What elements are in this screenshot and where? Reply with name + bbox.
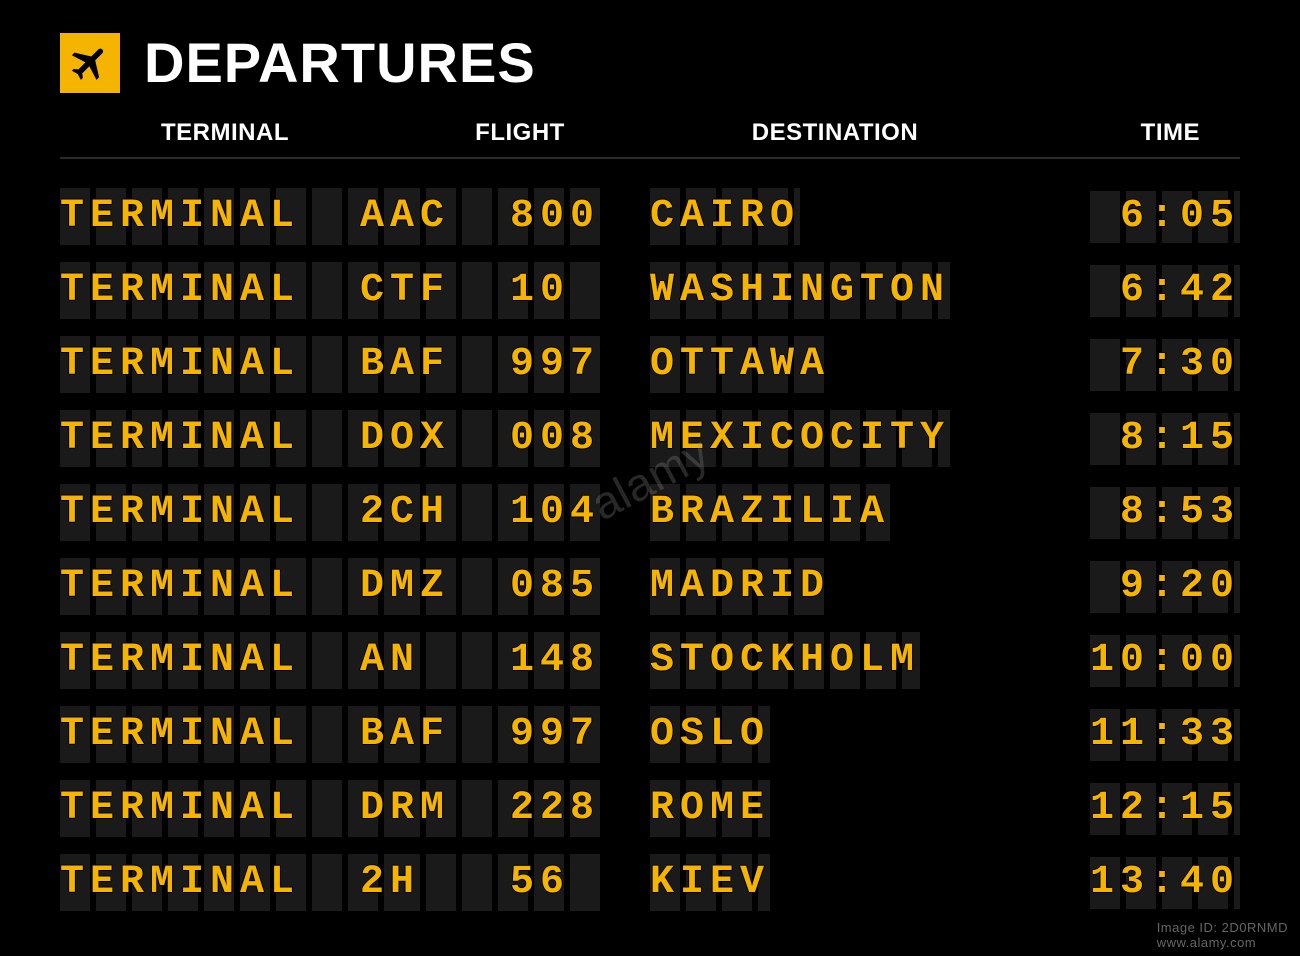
col-header-destination: DESTINATION	[650, 119, 1020, 147]
watermark-id: Image ID: 2D0RNMD	[1157, 920, 1288, 935]
cell-terminal: TERMINAL B	[60, 345, 390, 385]
watermark-url: www.alamy.com	[1157, 935, 1256, 950]
cell-terminal: TERMINAL C	[60, 271, 390, 311]
col-header-flight: FLIGHT	[390, 119, 650, 147]
cell-time-text: 13:40	[1090, 857, 1240, 909]
cell-destination: BRAZILIA	[650, 493, 1020, 533]
cell-time: 11:33	[1020, 709, 1240, 761]
cell-destination-text: OTTAWA	[650, 336, 830, 393]
cell-terminal: TERMINAL D	[60, 567, 390, 607]
cell-destination-text: MADRID	[650, 558, 830, 615]
cell-terminal-text: TERMINAL D	[60, 780, 390, 837]
cell-time-text: 9:20	[1090, 561, 1240, 613]
cell-terminal: TERMINAL A	[60, 641, 390, 681]
cell-terminal-text: TERMINAL D	[60, 410, 390, 467]
cell-flight-text: AF 997	[390, 336, 600, 393]
cell-time: 7:30	[1020, 339, 1240, 391]
cell-flight: H 56	[390, 863, 650, 903]
cell-terminal-text: TERMINAL A	[60, 188, 390, 245]
cell-terminal-text: TERMINAL D	[60, 558, 390, 615]
cell-terminal-text: TERMINAL 2	[60, 484, 390, 541]
cell-flight: AF 997	[390, 345, 650, 385]
cell-destination-text: WASHINGTON	[650, 262, 950, 319]
cell-flight-text: CH 104	[390, 484, 600, 541]
cell-flight-text: RM 228	[390, 780, 600, 837]
cell-flight: N 148	[390, 641, 650, 681]
cell-flight-text: AC 800	[390, 188, 600, 245]
cell-terminal-text: TERMINAL B	[60, 706, 390, 763]
cell-terminal-text: TERMINAL B	[60, 336, 390, 393]
cell-time: 6:42	[1020, 265, 1240, 317]
cell-time-text: 6:42	[1090, 265, 1240, 317]
cell-time-text: 6:05	[1090, 191, 1240, 243]
cell-time: 9:20	[1020, 561, 1240, 613]
cell-flight-text: N 148	[390, 632, 600, 689]
cell-terminal: TERMINAL 2	[60, 863, 390, 903]
cell-destination: MADRID	[650, 567, 1020, 607]
watermark-corner: Image ID: 2D0RNMD www.alamy.com	[1157, 920, 1288, 950]
cell-flight: AF 997	[390, 715, 650, 755]
cell-destination-text: KIEV	[650, 854, 770, 911]
cell-time: 8:53	[1020, 487, 1240, 539]
cell-time: 10:00	[1020, 635, 1240, 687]
cell-destination-text: STOCKHOLM	[650, 632, 920, 689]
cell-time: 13:40	[1020, 857, 1240, 909]
board-header: DEPARTURES	[60, 30, 1240, 95]
cell-destination: KIEV	[650, 863, 1020, 903]
cell-time: 6:05	[1020, 191, 1240, 243]
flight-rows: TERMINAL AAC 800CAIRO 6:05TERMINAL CTF 1…	[60, 183, 1240, 917]
flight-row: TERMINAL AAC 800CAIRO 6:05	[60, 183, 1240, 251]
cell-flight-text: OX 008	[390, 410, 600, 467]
col-header-terminal: TERMINAL	[60, 119, 390, 147]
cell-terminal-text: TERMINAL 2	[60, 854, 390, 911]
board-title: DEPARTURES	[144, 30, 536, 95]
cell-flight: OX 008	[390, 419, 650, 459]
cell-destination: ROME	[650, 789, 1020, 829]
cell-flight: AC 800	[390, 197, 650, 237]
cell-destination-text: CAIRO	[650, 188, 800, 245]
cell-time-text: 12:15	[1090, 783, 1240, 835]
flight-row: TERMINAL DMZ 085MADRID 9:20	[60, 553, 1240, 621]
cell-time: 8:15	[1020, 413, 1240, 465]
cell-time: 12:15	[1020, 783, 1240, 835]
flight-row: TERMINAL BAF 997OSLO11:33	[60, 701, 1240, 769]
cell-destination: OSLO	[650, 715, 1020, 755]
cell-time-text: 10:00	[1090, 635, 1240, 687]
cell-terminal: TERMINAL B	[60, 715, 390, 755]
cell-flight-text: TF 10	[390, 262, 600, 319]
cell-destination-text: BRAZILIA	[650, 484, 890, 541]
col-header-time: TIME	[1020, 119, 1240, 147]
cell-terminal: TERMINAL D	[60, 419, 390, 459]
cell-destination-text: OSLO	[650, 706, 770, 763]
flight-row: TERMINAL BAF 997OTTAWA 7:30	[60, 331, 1240, 399]
cell-destination: CAIRO	[650, 197, 1020, 237]
cell-flight: RM 228	[390, 789, 650, 829]
cell-flight: MZ 085	[390, 567, 650, 607]
cell-terminal-text: TERMINAL C	[60, 262, 390, 319]
cell-flight-text: MZ 085	[390, 558, 600, 615]
cell-flight: TF 10	[390, 271, 650, 311]
cell-time-text: 7:30	[1090, 339, 1240, 391]
flight-row: TERMINAL DRM 228ROME12:15	[60, 775, 1240, 843]
flight-row: TERMINAL CTF 10 WASHINGTON 6:42	[60, 257, 1240, 325]
cell-terminal: TERMINAL 2	[60, 493, 390, 533]
cell-terminal-text: TERMINAL A	[60, 632, 390, 689]
airplane-icon	[60, 33, 120, 93]
flight-row: TERMINAL AN 148STOCKHOLM10:00	[60, 627, 1240, 695]
cell-terminal: TERMINAL A	[60, 197, 390, 237]
cell-time-text: 11:33	[1090, 709, 1240, 761]
cell-destination: WASHINGTON	[650, 271, 1020, 311]
cell-flight-text: H 56	[390, 854, 600, 911]
cell-time-text: 8:53	[1090, 487, 1240, 539]
flight-row: TERMINAL 2H 56 KIEV 13:40	[60, 849, 1240, 917]
column-headers: TERMINAL FLIGHT DESTINATION TIME	[60, 119, 1240, 159]
cell-destination: STOCKHOLM	[650, 641, 1020, 681]
cell-terminal: TERMINAL D	[60, 789, 390, 829]
cell-destination-text: ROME	[650, 780, 770, 837]
cell-destination: OTTAWA	[650, 345, 1020, 385]
cell-flight-text: AF 997	[390, 706, 600, 763]
cell-time-text: 8:15	[1090, 413, 1240, 465]
